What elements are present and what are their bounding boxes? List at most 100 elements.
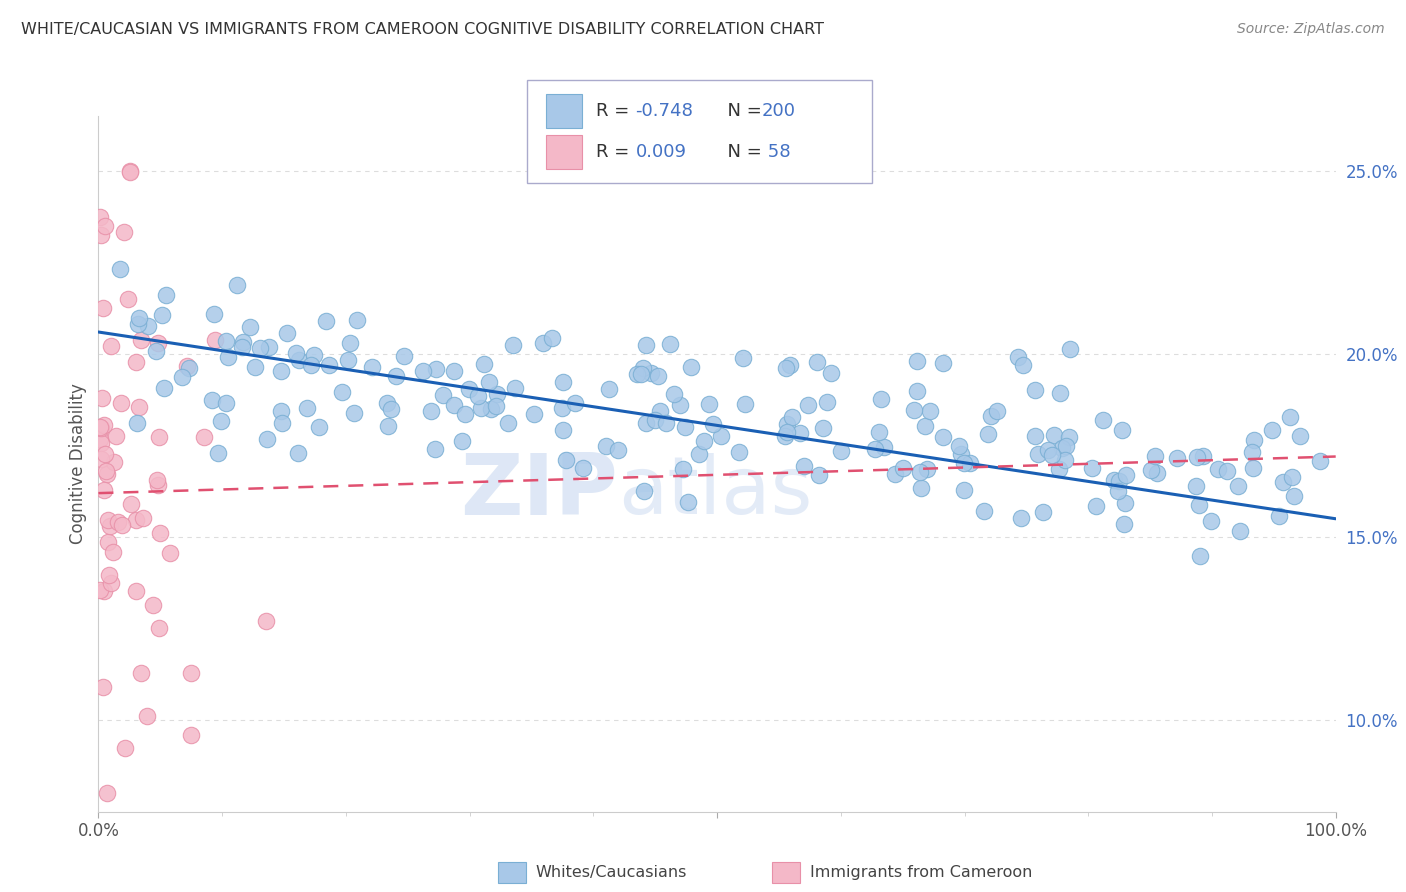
Point [648,404,671,418]
Point [1281,470,1303,484]
Point [467,389,489,403]
Point [249,341,271,355]
Point [973,503,995,517]
Point [551,375,574,389]
Point [1268,508,1291,523]
Point [976,427,998,442]
Point [1192,449,1215,463]
Point [120,497,142,511]
Point [120,164,142,178]
Point [146,336,169,351]
Point [385,368,408,383]
Point [125,512,148,526]
Point [630,367,652,381]
Point [868,425,890,439]
Point [89,210,111,224]
Point [217,350,239,364]
Text: Source: ZipAtlas.com: Source: ZipAtlas.com [1237,22,1385,37]
Point [128,401,150,415]
Point [204,333,226,347]
Point [412,364,434,378]
Point [425,362,447,376]
Point [555,453,578,467]
Point [377,419,399,434]
Text: atlas: atlas [619,452,813,531]
Point [1043,427,1066,442]
Point [149,526,172,541]
Point [343,406,366,420]
Point [177,361,200,376]
Point [1115,468,1137,483]
Point [782,410,804,425]
Point [443,364,465,378]
Point [339,335,361,350]
Point [135,709,157,723]
Point [598,382,620,396]
Point [97,513,120,527]
Point [811,420,834,434]
Point [93,219,115,233]
Point [865,442,887,456]
Point [727,444,749,458]
Point [100,575,122,590]
Point [1102,474,1125,488]
Point [1049,462,1071,476]
Point [1112,516,1135,531]
Point [423,442,446,456]
Point [470,401,492,416]
Point [869,392,891,406]
Point [496,417,519,431]
Point [93,584,115,599]
Text: 0.009: 0.009 [636,144,686,161]
Point [270,416,292,430]
Point [1049,386,1071,401]
Point [243,359,266,374]
Point [1199,514,1222,528]
Point [472,357,495,371]
Point [540,331,562,345]
Point [201,392,224,407]
Point [502,338,524,352]
Point [710,428,733,442]
Point [793,459,815,474]
Point [270,364,292,378]
Point [910,482,932,496]
Point [287,446,309,460]
Point [117,292,139,306]
Point [105,428,128,442]
Point [1188,549,1211,564]
Point [1140,463,1163,477]
Point [1024,383,1046,397]
Point [285,346,308,360]
Point [634,338,657,352]
Point [815,395,838,409]
Point [330,384,353,399]
Point [910,466,932,480]
Point [789,425,811,440]
Point [776,417,799,432]
Point [118,165,141,179]
Point [959,457,981,471]
Point [1309,454,1331,468]
Point [127,416,149,430]
Point [103,455,125,469]
Point [380,401,402,416]
Point [308,420,330,434]
Point [146,477,169,491]
Point [346,313,368,327]
Point [903,403,925,417]
Text: WHITE/CAUCASIAN VS IMMIGRANTS FROM CAMEROON COGNITIVE DISABILITY CORRELATION CHA: WHITE/CAUCASIAN VS IMMIGRANTS FROM CAMER… [21,22,824,37]
Point [1052,441,1074,455]
Point [693,434,716,449]
Point [1261,423,1284,437]
Point [202,307,225,321]
Point [304,348,326,362]
Point [1059,342,1081,356]
Point [232,334,254,349]
Point [522,407,544,421]
Point [432,387,454,401]
Point [830,444,852,458]
Point [90,452,112,467]
Point [948,439,970,453]
Point [150,309,173,323]
